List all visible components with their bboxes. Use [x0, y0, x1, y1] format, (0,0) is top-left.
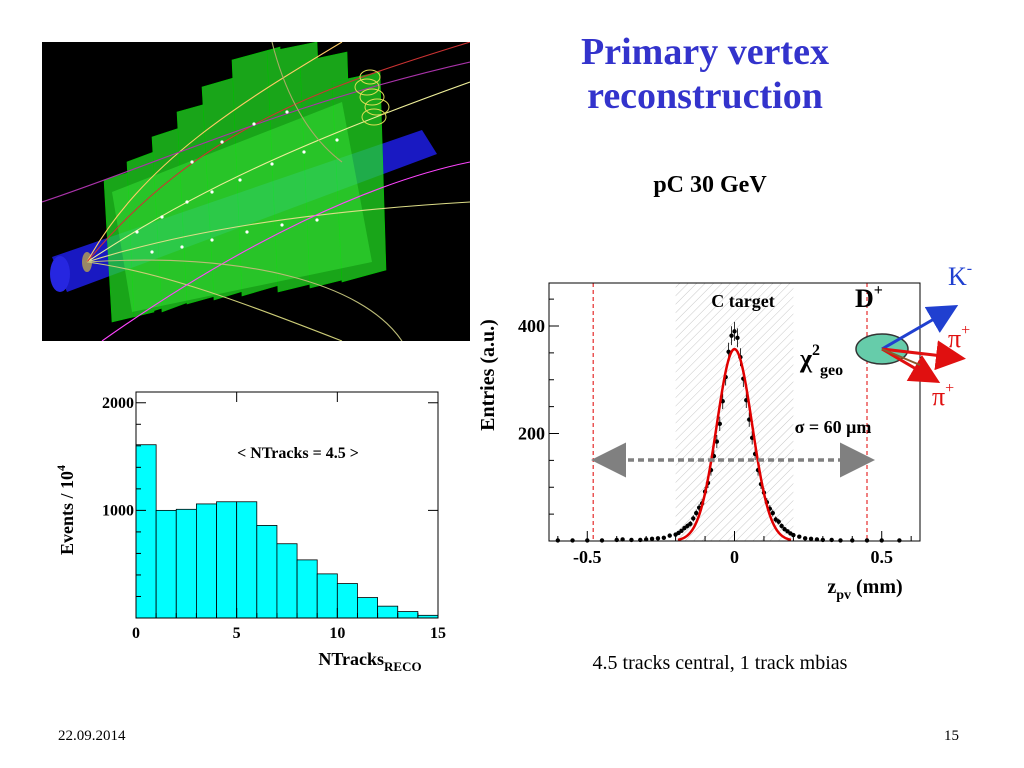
data-point — [838, 538, 843, 543]
histogram-bar — [236, 501, 258, 619]
data-point — [770, 510, 775, 516]
y-tick-label: 400 — [518, 316, 545, 336]
data-point — [791, 532, 796, 538]
gaussian-fit-curve — [677, 347, 792, 542]
histogram-bar — [195, 503, 217, 619]
ntracks-histogram: 0 5 10 15 1000 2000 < NTracks = 4.5 > NTracks… — [54, 391, 446, 674]
vertex-ylabel: Entries (a.u.) — [477, 319, 499, 431]
data-point — [732, 329, 737, 334]
decay-sketch: D+ χ2geo K- π+ π+ — [799, 260, 972, 411]
target-hatch — [675, 283, 794, 541]
data-point — [797, 534, 802, 539]
kaon-arrow — [881, 304, 959, 351]
c-target-band — [675, 283, 794, 541]
footer-page-number: 15 — [944, 728, 959, 744]
slide-caption: 4.5 tracks central, 1 track mbias — [592, 652, 848, 674]
y-tick-label: 200 — [518, 424, 545, 444]
data-point — [599, 538, 605, 543]
histogram-ticks: 0 5 10 15 1000 2000 — [102, 392, 446, 642]
pion1-label: π+ — [948, 322, 970, 353]
brown-track — [881, 348, 921, 366]
kaon-label: K- — [948, 260, 972, 291]
histogram-bar — [316, 573, 338, 619]
histogram-bar — [397, 611, 419, 619]
x-tick-label: 0 — [132, 625, 140, 642]
data-point — [661, 535, 667, 540]
x-tick-label: 10 — [329, 625, 345, 642]
data-point — [776, 519, 781, 524]
data-point — [717, 421, 722, 427]
vertex-ticks: -0.5 0 0.5 200 400 — [518, 298, 912, 567]
x-tick-label: 0.5 — [870, 547, 893, 567]
pion2-arrow — [881, 347, 941, 384]
x-tick-label: 0 — [730, 547, 739, 567]
data-point — [779, 523, 784, 529]
d-plus-label: D+ — [855, 282, 883, 313]
y-tick-label: 1000 — [102, 502, 134, 519]
histogram-annotation: < NTracks = 4.5 > — [237, 445, 359, 462]
histogram-xlabel: NTracksRECO — [318, 649, 421, 674]
histogram-ylabel: Events / 104 — [54, 465, 77, 555]
histogram-bar — [377, 605, 399, 619]
data-point — [897, 538, 902, 543]
footer-date: 22.09.2014 — [58, 728, 126, 744]
data-point — [864, 538, 870, 543]
histogram-bar — [336, 583, 358, 619]
histogram-bar — [135, 444, 157, 619]
x-tick-label: 15 — [430, 625, 446, 642]
data-point — [694, 510, 699, 516]
y-tick-label: 2000 — [102, 395, 134, 412]
slide-subtitle: pC 30 GeV — [653, 172, 767, 198]
histogram-bar — [216, 501, 238, 619]
data-point — [802, 536, 808, 541]
event-display-image — [42, 42, 470, 341]
slide-title: Primary vertex reconstruction — [581, 31, 829, 117]
histogram-bar — [256, 525, 278, 619]
data-point — [691, 516, 696, 521]
vertex-z-plot: -0.5 0 0.5 200 400 C target σ = 60 μm zpv (m… — [477, 260, 972, 603]
data-point — [735, 335, 740, 341]
data-point — [667, 533, 672, 538]
histogram-bar — [276, 543, 298, 619]
data-point — [814, 537, 820, 542]
data-point — [620, 537, 625, 542]
data-point — [688, 521, 693, 526]
histogram-frame — [135, 391, 439, 619]
histogram-bar — [175, 508, 197, 619]
histogram-bar — [155, 509, 177, 619]
data-point — [649, 536, 655, 542]
data-point — [679, 528, 684, 533]
chi2-geo-label: χ2geo — [799, 342, 843, 379]
data-point — [808, 536, 814, 542]
data-point — [729, 333, 734, 338]
data-point — [570, 538, 575, 543]
vertex-xlabel: zpv (mm) — [827, 576, 902, 603]
histogram-bar — [296, 559, 318, 619]
x-tick-label: -0.5 — [573, 547, 602, 567]
c-target-label: C target — [711, 291, 774, 311]
histogram-bar — [357, 597, 379, 619]
pion1-arrow — [881, 340, 966, 371]
data-point — [655, 536, 661, 541]
x-tick-label: 5 — [233, 625, 241, 642]
histogram-bars — [135, 444, 439, 619]
sigma-label: σ = 60 μm — [795, 417, 872, 437]
pion2-label: π+ — [932, 380, 954, 411]
acceptance-lines — [592, 283, 868, 541]
